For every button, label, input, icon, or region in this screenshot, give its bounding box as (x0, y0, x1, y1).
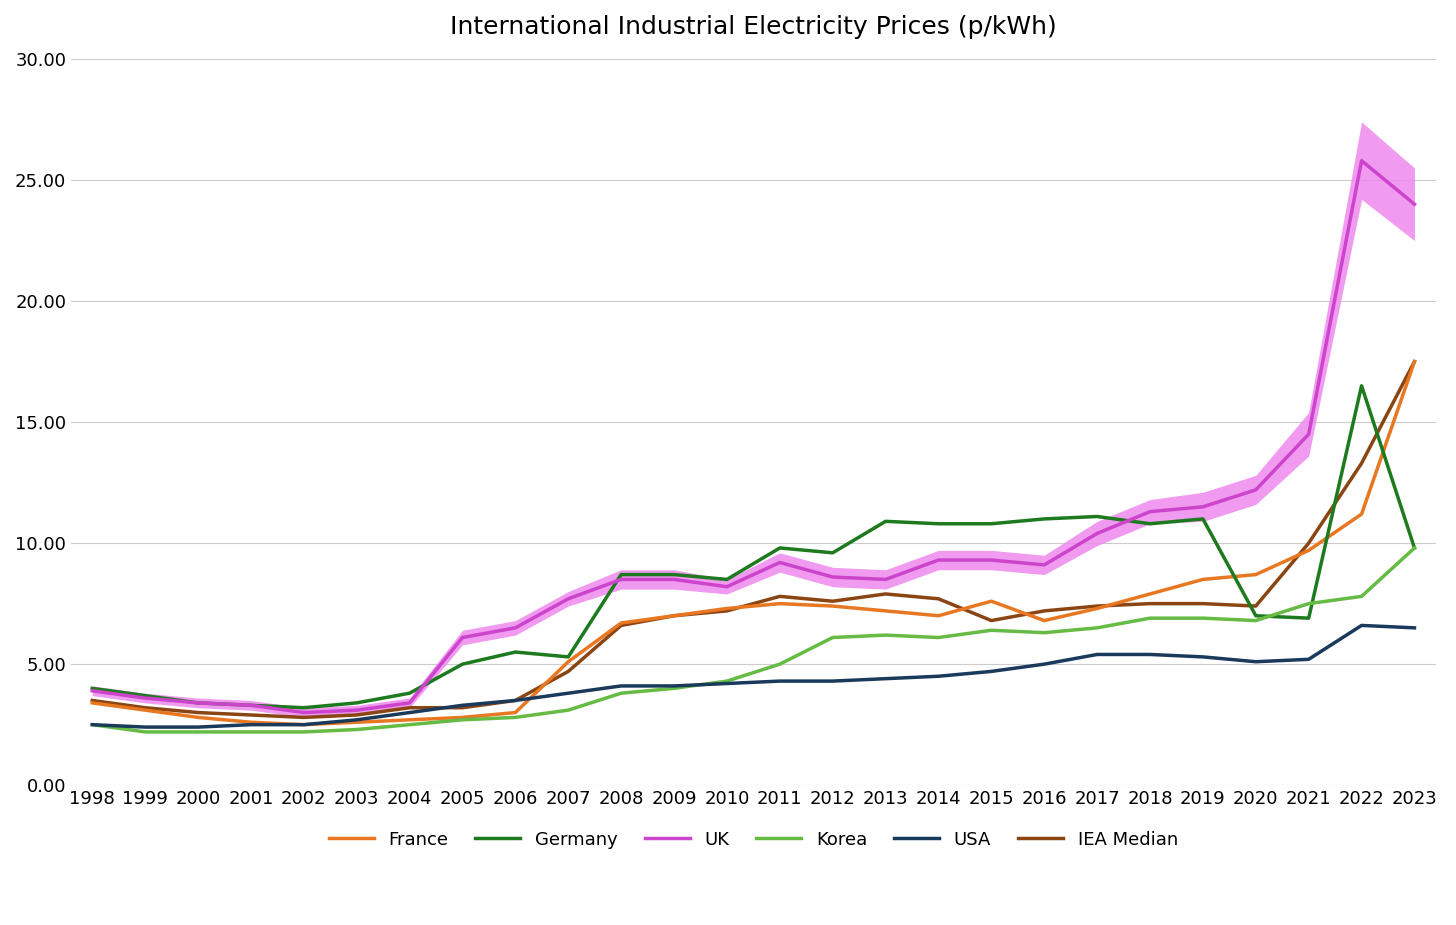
Legend: France, Germany, UK, Korea, USA, IEA Median: France, Germany, UK, Korea, USA, IEA Med… (322, 823, 1185, 856)
Title: International Industrial Electricity Prices (p/kWh): International Industrial Electricity Pri… (450, 15, 1057, 39)
